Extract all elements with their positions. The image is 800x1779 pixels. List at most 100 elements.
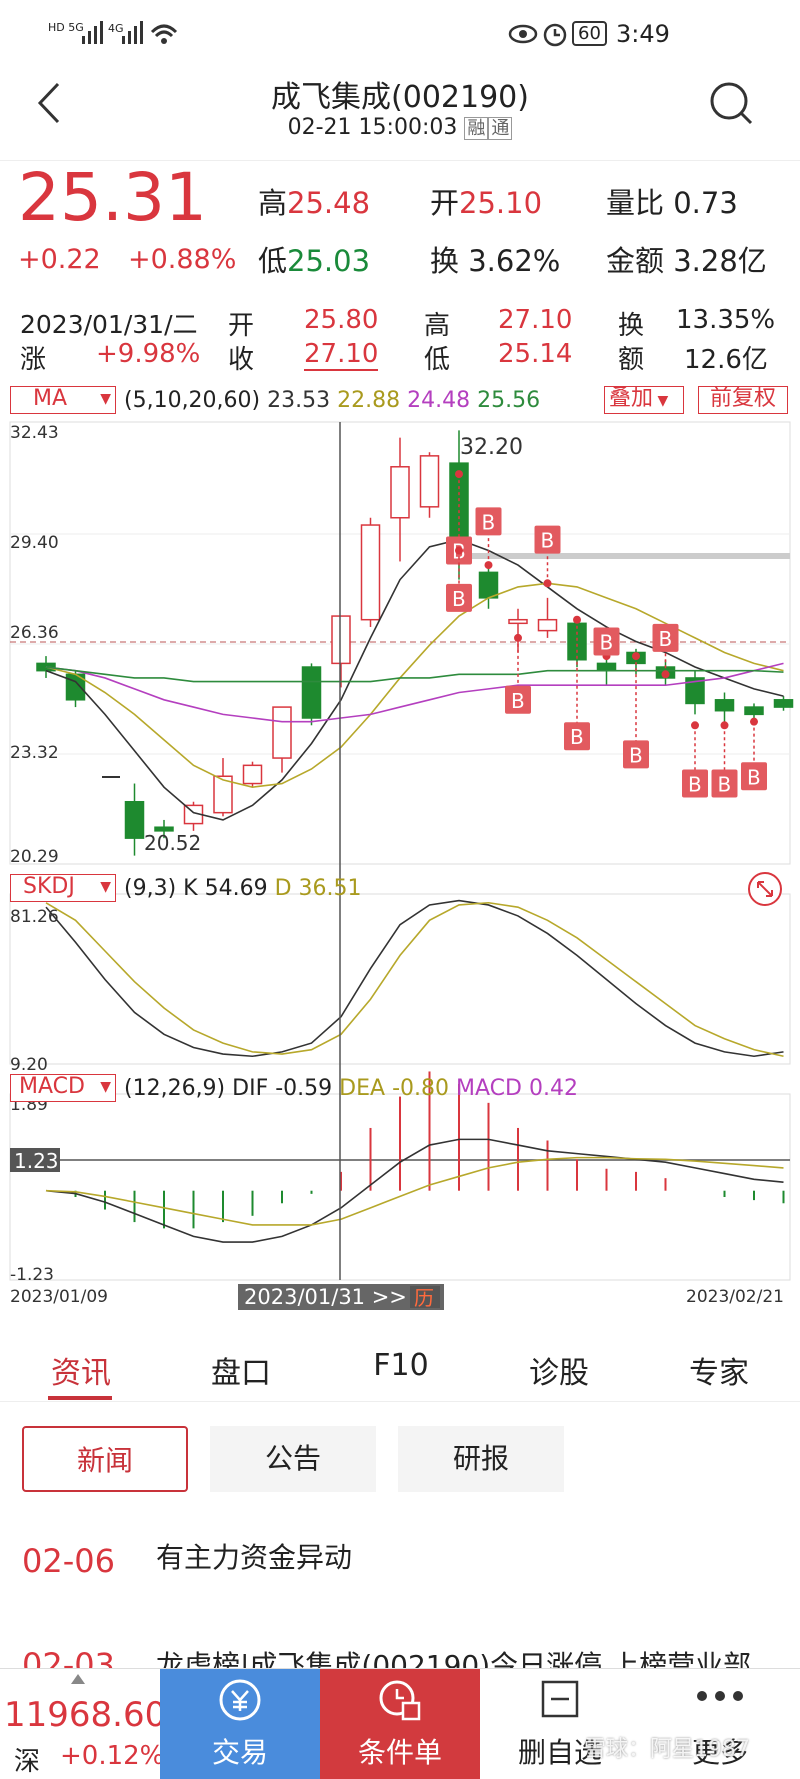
turnover-value: 3.62% <box>468 244 561 278</box>
minus-box-icon <box>541 1680 579 1718</box>
snap-open-label: 开 <box>228 311 255 341</box>
buy-marker-box <box>564 722 590 751</box>
macd-dif-line <box>45 1138 784 1243</box>
buy-marker-label: B <box>511 689 525 713</box>
signal-bars-icon <box>82 21 178 44</box>
candle-body <box>154 826 174 832</box>
snap-open-value: 25.80 <box>304 305 379 335</box>
bottom-toolbar: 11968.60 深 +0.12% 交易 条件单 删自选 更多 雪球：阿星198… <box>0 1668 800 1779</box>
candle-body <box>272 706 292 759</box>
volume-ratio-label: 量比 <box>606 186 665 220</box>
candle-body <box>390 466 410 519</box>
buy-marker-box <box>682 769 708 798</box>
quote-datetime: 02-21 15:00:03 <box>287 115 458 140</box>
trade-label: 交易 <box>211 1736 268 1769</box>
news-item[interactable]: 02-03 龙虎榜|成飞集成(002190)今日涨停 上榜营业部 <box>0 1640 800 1668</box>
x-start-label: 2023/01/09 <box>10 1287 108 1307</box>
macd-params: (12,26,9) <box>124 1076 226 1101</box>
buy-marker-label: B <box>541 529 555 553</box>
remove-watchlist-button[interactable]: 删自选 <box>480 1669 640 1779</box>
ma-params: (5,10,20,60) <box>124 388 261 413</box>
more-button[interactable]: 更多 <box>640 1669 800 1779</box>
macd-selector[interactable]: MACD ▼ <box>10 1074 116 1102</box>
skdj-selector[interactable]: SKDJ ▼ <box>10 874 116 902</box>
margin-badge: 融 <box>464 117 489 140</box>
dropdown-icon: ▼ <box>100 391 111 407</box>
active-tab-indicator <box>48 1396 112 1400</box>
buy-marker-box <box>652 623 679 652</box>
expand-icon[interactable] <box>746 870 784 908</box>
adjust-selector[interactable]: 前复权 <box>698 386 788 414</box>
yuan-icon <box>219 1679 261 1721</box>
network-type: 4G <box>108 22 124 35</box>
snap-turn-value: 13.35% <box>676 305 776 335</box>
tab-experts[interactable]: 专家 <box>689 1356 749 1391</box>
turnover-field: 换 3.62% <box>430 238 560 280</box>
marker-dot <box>720 721 729 730</box>
skdj-d-line <box>45 901 784 1058</box>
condition-order-button[interactable]: 条件单 <box>320 1669 480 1779</box>
trade-button[interactable]: 交易 <box>160 1669 320 1779</box>
snap-amt-value: 12.6亿 <box>684 345 768 375</box>
subtab-research[interactable]: 研报 <box>398 1426 564 1492</box>
ma10-value: 22.88 <box>337 388 401 413</box>
search-icon[interactable] <box>708 80 754 126</box>
subtab-news[interactable]: 新闻 <box>22 1426 188 1492</box>
cursor-date: 2023/01/31/二 <box>20 310 198 339</box>
turnover-label: 换 <box>430 244 460 278</box>
skdj-panel-frame <box>9 893 791 1065</box>
connect-badge: 通 <box>488 117 513 140</box>
tab-f10[interactable]: F10 <box>373 1348 429 1383</box>
tab-news-info[interactable]: 资讯 <box>51 1356 111 1391</box>
macd-label: MACD <box>456 1076 522 1101</box>
high-field: 高25.48 <box>258 180 370 222</box>
snap-amt-label: 额 <box>618 345 645 375</box>
subtab-announcements[interactable]: 公告 <box>210 1426 376 1492</box>
news-date: 02-03 <box>22 1646 115 1668</box>
marker-dot <box>514 633 522 642</box>
quote-time: 02-21 15:00:03 融通 <box>0 114 800 140</box>
tab-order-book[interactable]: 盘口 <box>211 1356 271 1391</box>
candle-body <box>596 662 617 672</box>
skdj-y-bottom: 9.20 <box>10 1055 48 1075</box>
more-dots-icon <box>697 1691 743 1701</box>
buy-marker-box <box>741 762 767 791</box>
snap-close-label: 收 <box>228 345 255 375</box>
macd-lines <box>45 1138 784 1243</box>
candle-body <box>478 571 499 599</box>
price-change: +0.22 <box>18 244 101 275</box>
skdj-lines <box>45 899 784 1058</box>
quote-panel: 25.31 +0.22 +0.88% 高25.48 开25.10 量比 0.73… <box>0 162 800 290</box>
marker-dot <box>543 579 552 588</box>
overlay-selector[interactable]: 叠加 ▼ <box>604 386 684 414</box>
kline-chart-area[interactable]: MA ▼ (5,10,20,60) 23.53 22.88 24.48 25.56… <box>0 380 800 1340</box>
macd-selector-label: MACD <box>19 1074 85 1099</box>
x-end-label: 2023/02/21 <box>686 1287 784 1307</box>
back-arrow-icon[interactable] <box>34 80 64 126</box>
history-tag <box>410 1286 440 1308</box>
ma60-line <box>45 666 784 683</box>
skdj-k-line <box>45 899 784 1058</box>
y-label: 32.43 <box>10 423 59 443</box>
buy-marker-label: B <box>659 627 673 651</box>
ma5-value: 23.53 <box>267 388 331 413</box>
candle-body <box>567 622 587 661</box>
amount-label: 金额 <box>606 244 665 278</box>
news-date: 02-06 <box>22 1542 115 1580</box>
index-quote[interactable]: 11968.60 深 +0.12% <box>0 1669 166 1779</box>
ma-selector-label: MA <box>33 386 68 411</box>
eye-icon <box>508 24 538 44</box>
candle-body <box>331 615 351 665</box>
clock-doc-icon <box>379 1680 421 1721</box>
ma-selector[interactable]: MA ▼ <box>10 386 116 414</box>
marker-dot <box>455 470 463 479</box>
y-label: 23.32 <box>10 743 59 763</box>
dropdown-icon: ▼ <box>100 879 111 895</box>
tab-diagnosis[interactable]: 诊股 <box>529 1356 589 1391</box>
info-tabs: 资讯 盘口 F10 诊股 专家 <box>0 1340 800 1402</box>
open-field: 开25.10 <box>430 180 542 222</box>
buy-marker-box <box>711 769 738 798</box>
buy-marker-box <box>623 740 649 769</box>
marker-dot <box>750 717 758 726</box>
buy-marker-box <box>593 627 620 656</box>
